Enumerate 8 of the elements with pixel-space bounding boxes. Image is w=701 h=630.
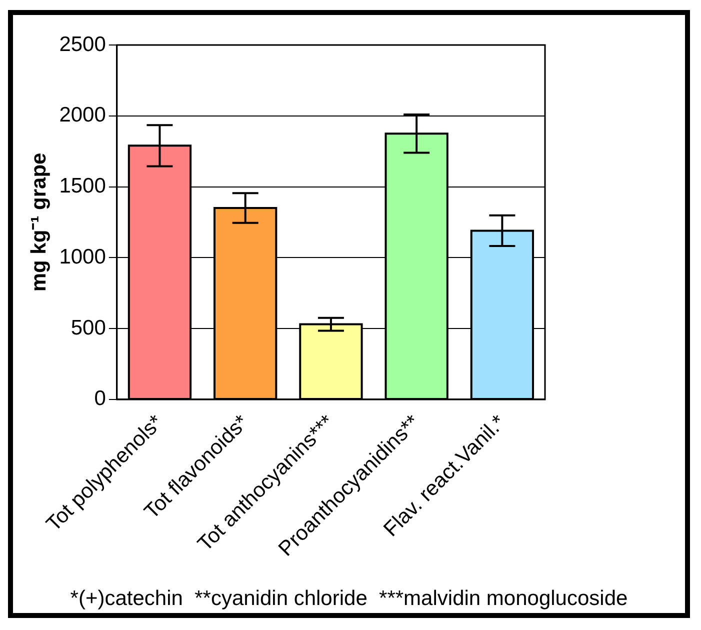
y-axis-title: mg kg⁻¹ grape [27, 152, 50, 292]
y-tick-label: 2000 [59, 104, 106, 127]
y-tick-label: 1500 [59, 174, 106, 198]
y-tick-label: 500 [70, 316, 106, 340]
y-tick-label: 2500 [59, 32, 106, 56]
text: *(+)catechin **cyanidin chloride ***malvidin monoglucoside [69, 587, 629, 611]
y-tick-label: 0 [94, 387, 106, 410]
y-tick-label: 1000 [59, 245, 106, 268]
